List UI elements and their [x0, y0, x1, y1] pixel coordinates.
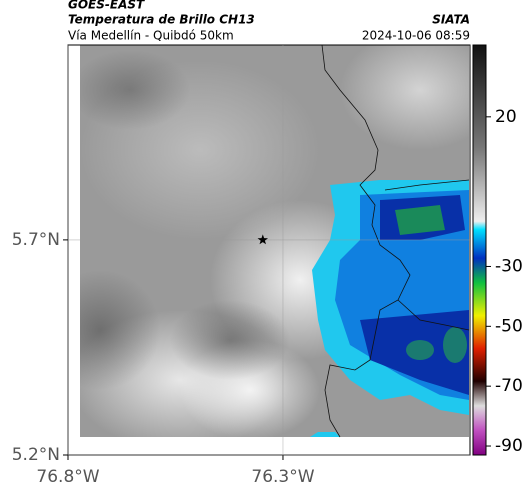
- timestamp: 2024-10-06 08:59: [362, 29, 470, 43]
- colorbar-tick-label: -70: [495, 376, 523, 396]
- colorbar-tick-label: -30: [495, 256, 523, 276]
- colorbar-tick-label: -90: [495, 436, 523, 456]
- location-marker: [257, 234, 268, 245]
- colorbar-tick-label: 20: [495, 107, 517, 127]
- y-tick-label: 5.2°N: [12, 445, 60, 465]
- x-tick-label: 76.3°W: [251, 467, 314, 487]
- satellite-image: [80, 45, 469, 437]
- x-tick-label: 76.8°W: [36, 467, 99, 487]
- borders: [321, 44, 470, 438]
- title: GOES-EAST: [68, 0, 145, 12]
- source: SIATA: [432, 13, 470, 27]
- y-tick-label: 5.7°N: [12, 230, 60, 250]
- colorbar: [472, 44, 487, 456]
- subtitle: Temperatura de Brillo CH13: [68, 13, 255, 27]
- colorbar-tick-label: -50: [495, 316, 523, 336]
- region: Vía Medellín - Quibdó 50km: [68, 29, 234, 43]
